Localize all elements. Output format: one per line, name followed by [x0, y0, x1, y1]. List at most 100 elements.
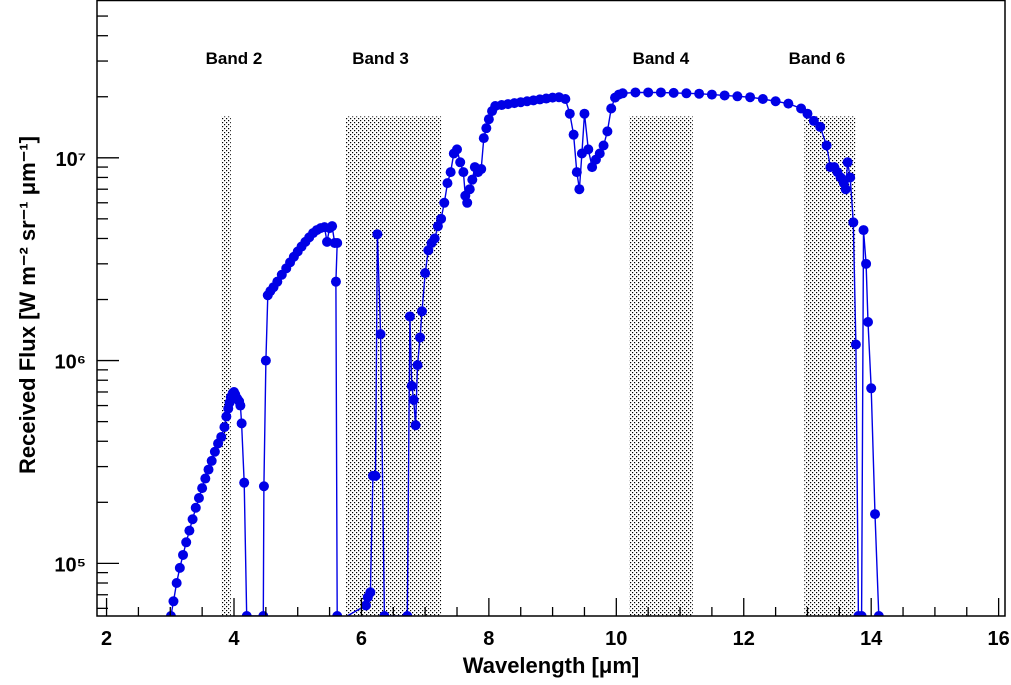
data-point-158: [863, 316, 874, 327]
data-point-151: [845, 172, 856, 183]
x-axis-title: Wavelength [μm]: [463, 653, 639, 678]
data-point-81: [442, 178, 453, 189]
plot-frame: [96, 0, 1006, 617]
data-point-33: [260, 355, 271, 366]
data-point-18: [221, 411, 232, 422]
data-point-13: [206, 455, 217, 466]
data-point-128: [655, 87, 666, 98]
data-point-84: [452, 144, 463, 155]
data-point-56: [332, 611, 343, 616]
data-point-89: [464, 184, 475, 195]
y-tick-label-0: 10⁵: [54, 554, 86, 576]
data-point-96: [483, 114, 494, 125]
x-tick-label-5: 12: [733, 628, 755, 650]
x-tick-label-4: 10: [605, 628, 627, 650]
band-label-1: Band 2: [206, 49, 263, 68]
data-point-135: [745, 92, 756, 103]
data-point-14: [209, 446, 220, 457]
x-tick-label-2: 6: [356, 628, 367, 650]
data-point-60: [365, 587, 376, 598]
data-point-134: [732, 91, 743, 102]
data-point-2: [171, 578, 182, 589]
data-point-71: [412, 360, 423, 371]
data-point-125: [617, 88, 628, 99]
data-point-122: [606, 103, 617, 114]
data-point-73: [416, 306, 427, 317]
data-point-93: [476, 164, 487, 175]
x-tick-label-6: 14: [860, 628, 883, 650]
data-point-4: [178, 549, 189, 560]
data-point-1: [168, 596, 179, 607]
x-tick-label-1: 4: [228, 628, 240, 650]
data-point-30: [241, 611, 252, 616]
data-point-94: [478, 133, 489, 144]
data-point-65: [379, 611, 390, 616]
data-point-80: [439, 197, 450, 208]
data-point-140: [802, 108, 813, 119]
data-point-136: [757, 93, 768, 104]
data-point-132: [706, 89, 717, 100]
data-point-156: [858, 225, 869, 236]
data-point-116: [583, 144, 594, 155]
data-point-88: [462, 197, 473, 208]
data-point-63: [372, 229, 383, 240]
data-point-72: [415, 332, 426, 343]
data-point-55: [330, 276, 341, 287]
data-point-5: [181, 537, 192, 548]
data-point-57: [337, 615, 340, 616]
data-point-152: [848, 217, 859, 228]
data-point-50: [322, 236, 333, 247]
data-point-69: [408, 394, 419, 405]
data-point-120: [598, 140, 609, 151]
data-point-142: [815, 121, 826, 132]
data-point-82: [445, 167, 456, 178]
data-point-153: [850, 339, 861, 350]
data-point-121: [602, 126, 613, 137]
data-point-3: [174, 562, 185, 573]
data-point-68: [406, 380, 417, 391]
data-point-130: [681, 88, 692, 99]
data-point-6: [184, 525, 195, 536]
data-point-137: [770, 96, 781, 107]
data-point-90: [467, 174, 478, 185]
y-axis-title: Received Flux [W m⁻² sr⁻¹ μm⁻¹]: [15, 136, 40, 474]
data-point-138: [783, 98, 794, 109]
data-point-160: [870, 509, 881, 520]
data-point-129: [668, 87, 679, 98]
data-point-112: [571, 167, 582, 178]
data-point-157: [861, 258, 872, 269]
data-point-62: [370, 470, 381, 481]
data-point-86: [458, 167, 469, 178]
data-point-64: [375, 329, 386, 340]
data-point-150: [842, 157, 853, 168]
x-tick-label-0: 2: [101, 628, 112, 650]
data-point-155: [856, 611, 867, 616]
data-point-113: [574, 184, 585, 195]
data-point-115: [579, 108, 590, 119]
data-point-161: [873, 611, 884, 616]
data-point-117: [587, 162, 598, 173]
data-point-52: [327, 221, 338, 232]
y-tick-label-2: 10⁷: [56, 149, 87, 171]
x-tick-label-7: 16: [988, 628, 1010, 650]
data-point-159: [866, 383, 877, 394]
data-point-131: [694, 88, 705, 99]
flux-series-line: [170, 91, 880, 616]
data-point-29: [239, 477, 250, 488]
data-point-54: [332, 238, 343, 249]
data-point-8: [190, 502, 201, 513]
data-point-9: [193, 493, 204, 504]
y-tick-label-1: 10⁶: [55, 352, 86, 374]
data-point-77: [429, 233, 440, 244]
data-point-16: [216, 431, 227, 442]
data-point-110: [564, 108, 575, 119]
data-point-10: [197, 483, 208, 494]
data-point-7: [187, 514, 198, 525]
data-point-12: [203, 464, 214, 475]
data-point-11: [200, 473, 211, 484]
data-point-126: [630, 87, 641, 98]
data-point-17: [219, 422, 230, 433]
band-label-4: Band 6: [789, 49, 846, 68]
data-point-95: [481, 123, 492, 134]
